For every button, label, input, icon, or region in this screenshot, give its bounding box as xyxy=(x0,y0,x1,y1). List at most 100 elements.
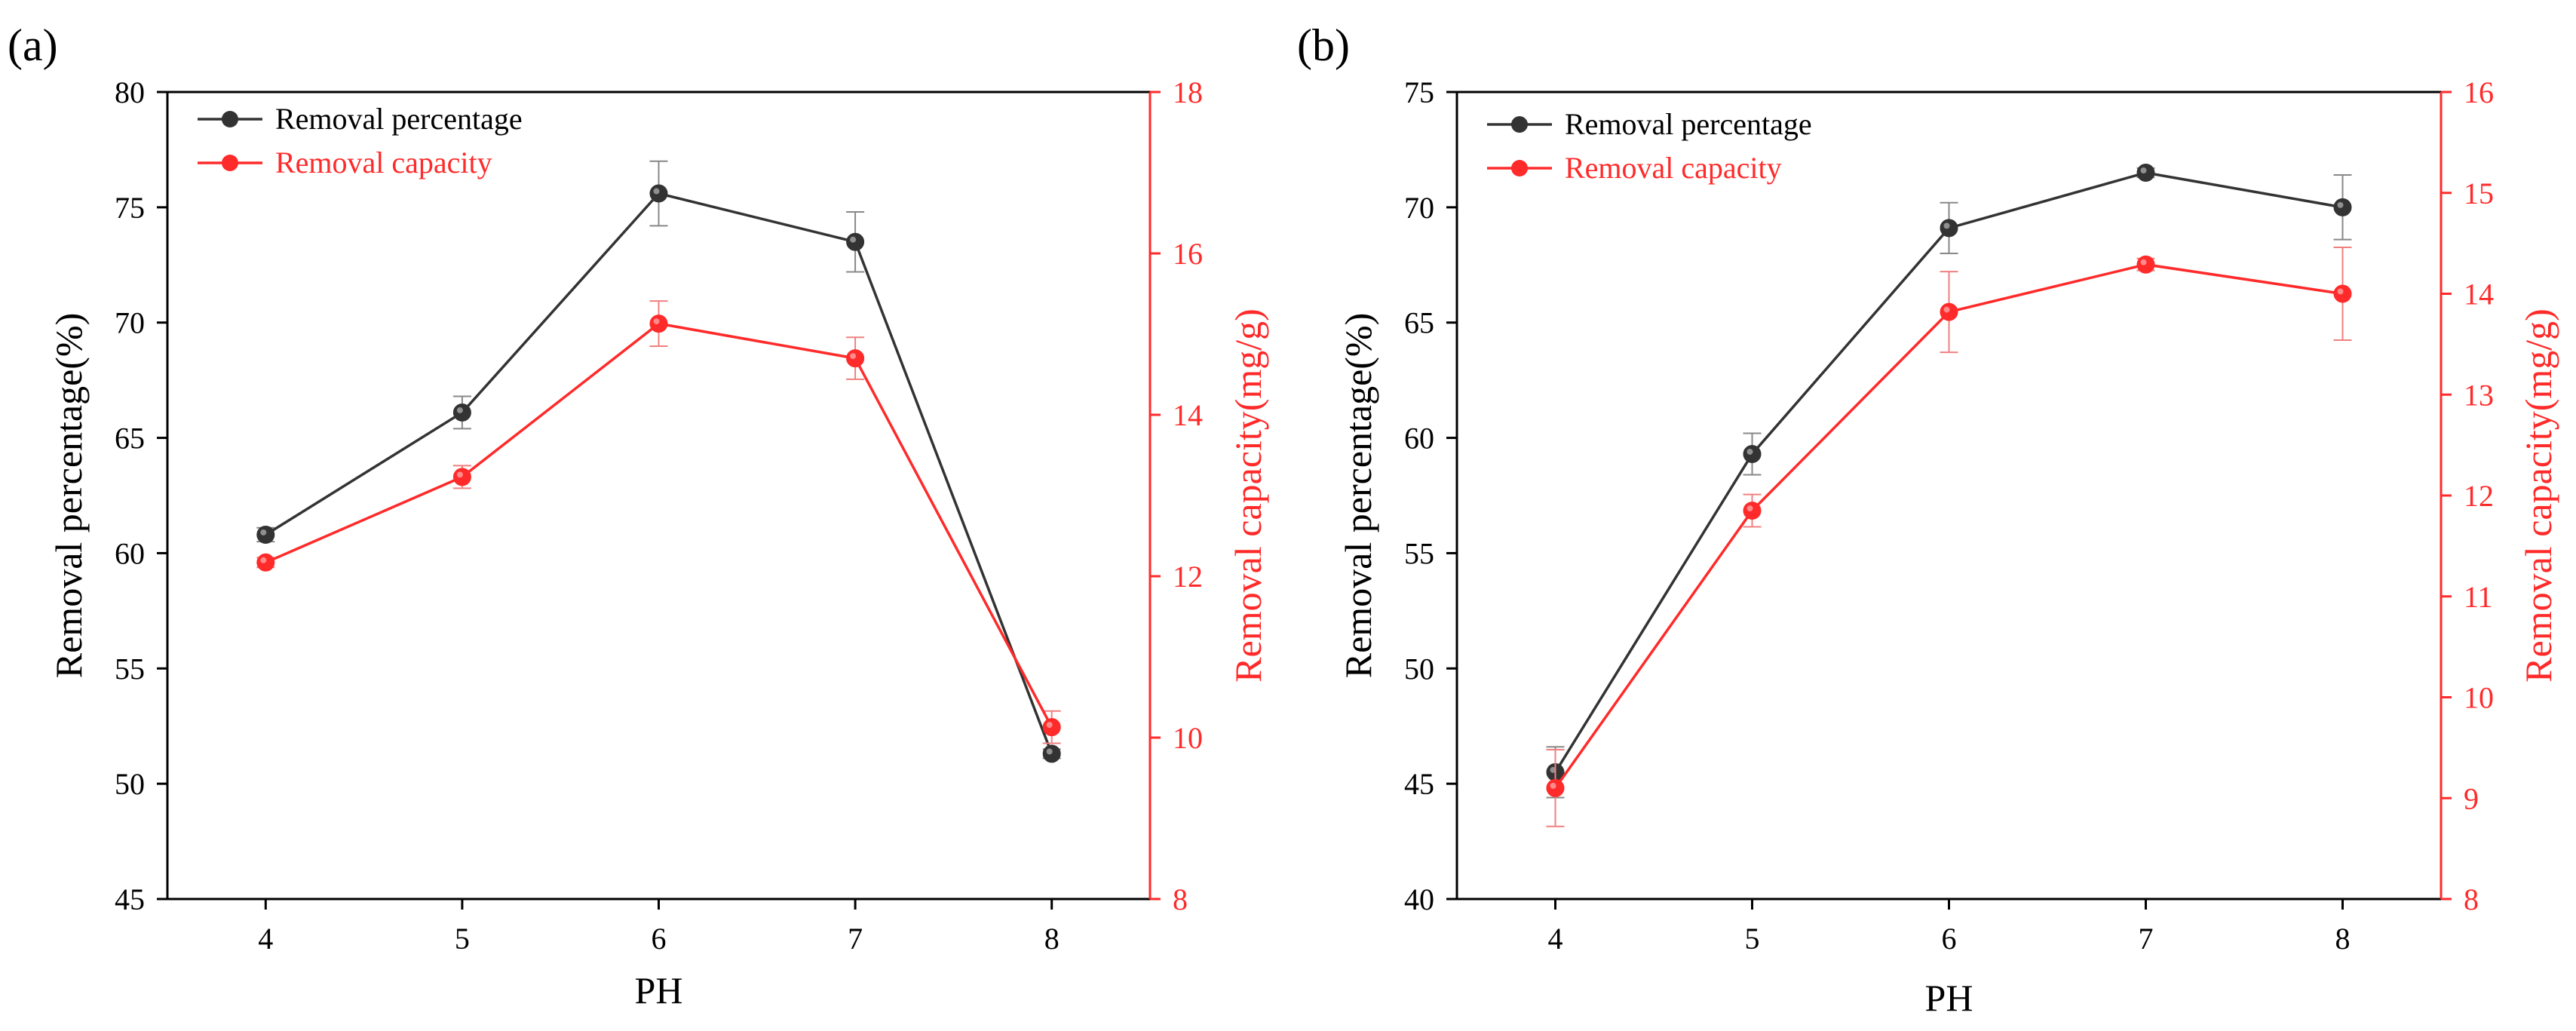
y2-axis-label: Removal capacity(mg/g) xyxy=(2517,308,2559,683)
legend-marker xyxy=(1511,160,1528,176)
legend-entry: Removal percentage xyxy=(1487,107,1812,141)
y-tick-label: 65 xyxy=(1404,306,1434,340)
data-point xyxy=(2333,198,2352,216)
y2-tick-label: 10 xyxy=(2464,681,2494,715)
y-tick-label: 75 xyxy=(1404,75,1434,109)
series-removal-capacity xyxy=(1546,246,2352,827)
data-point xyxy=(1743,502,1762,520)
data-point xyxy=(1546,778,1565,797)
data-point xyxy=(1940,302,1958,321)
y-tick-label: 70 xyxy=(1404,191,1434,225)
x-tick-label: 8 xyxy=(1044,922,1060,956)
data-point xyxy=(256,553,275,572)
data-point-highlight xyxy=(850,236,857,243)
y-tick-label: 45 xyxy=(115,882,145,916)
data-point-highlight xyxy=(2140,259,2147,265)
y-tick-label: 75 xyxy=(115,191,145,225)
x-tick-label: 7 xyxy=(848,922,863,956)
series-line xyxy=(265,322,1053,728)
data-point xyxy=(452,403,471,422)
legend-marker xyxy=(1511,116,1528,133)
data-point-highlight xyxy=(1746,505,1753,512)
y-tick-label: 60 xyxy=(1404,422,1434,456)
data-point xyxy=(846,232,865,251)
series-removal-capacity xyxy=(256,300,1061,744)
x-tick-label: 7 xyxy=(2139,922,2154,956)
y2-tick-label: 11 xyxy=(2464,580,2493,614)
y2-tick-label: 12 xyxy=(2464,479,2494,513)
data-point-highlight xyxy=(456,471,463,478)
y2-tick-label: 16 xyxy=(2464,75,2494,109)
data-point xyxy=(846,349,865,368)
y-tick-label: 80 xyxy=(115,75,145,109)
y2-tick-label: 8 xyxy=(2464,882,2479,916)
data-point-highlight xyxy=(1746,448,1753,455)
data-point xyxy=(649,315,668,333)
data-point-highlight xyxy=(653,318,660,325)
y-tick-label: 50 xyxy=(115,767,145,801)
legend-label: Removal capacity xyxy=(1565,151,1782,185)
data-point xyxy=(1042,718,1061,737)
x-tick-label: 5 xyxy=(1745,922,1760,956)
x-tick-label: 4 xyxy=(1548,922,1563,956)
y-tick-label: 70 xyxy=(115,306,145,340)
data-point-highlight xyxy=(260,557,267,563)
data-point-highlight xyxy=(1046,748,1053,755)
y-axis-label: Removal percentage(%) xyxy=(1337,313,1379,678)
legend-entry: Removal capacity xyxy=(1487,151,1782,185)
data-point xyxy=(2136,164,2155,182)
series-removal-percentage xyxy=(1546,164,2352,799)
legend-marker xyxy=(222,111,238,127)
data-point xyxy=(649,184,668,203)
series-line xyxy=(265,192,1053,755)
data-point-highlight xyxy=(260,529,267,535)
data-point-highlight xyxy=(2140,167,2147,173)
series-removal-percentage xyxy=(256,160,1061,763)
data-point xyxy=(256,525,275,544)
legend-label: Removal percentage xyxy=(275,102,523,136)
data-point xyxy=(1743,444,1762,463)
data-point xyxy=(1042,744,1061,763)
x-axis-label: PH xyxy=(1925,977,1973,1019)
x-tick-label: 4 xyxy=(258,922,273,956)
y-axis-label: Removal percentage(%) xyxy=(48,313,90,678)
y-tick-label: 65 xyxy=(115,422,145,456)
legend-entry: Removal percentage xyxy=(198,102,523,136)
legend-label: Removal capacity xyxy=(275,146,492,180)
data-point-highlight xyxy=(456,407,463,413)
data-point-highlight xyxy=(2337,288,2344,295)
data-point-highlight xyxy=(1943,222,1950,229)
y-tick-label: 45 xyxy=(1404,767,1434,801)
data-point-highlight xyxy=(1943,306,1950,313)
x-tick-label: 6 xyxy=(1942,922,1957,956)
y-tick-label: 50 xyxy=(1404,652,1434,686)
data-point xyxy=(2136,255,2155,274)
panel-label: (b) xyxy=(1297,20,1350,70)
y2-axis-label: Removal capacity(mg/g) xyxy=(1227,308,1269,683)
legend-label: Removal percentage xyxy=(1565,107,1812,141)
legend-entry: Removal capacity xyxy=(198,146,492,180)
data-point xyxy=(1940,219,1958,238)
legend-marker xyxy=(222,155,238,171)
y2-tick-label: 10 xyxy=(1173,721,1203,755)
y2-tick-label: 15 xyxy=(2464,176,2494,210)
y-tick-label: 40 xyxy=(1404,882,1434,916)
y-tick-label: 55 xyxy=(115,652,145,686)
data-point-highlight xyxy=(1046,722,1053,729)
y2-tick-label: 16 xyxy=(1173,237,1203,271)
y2-tick-label: 8 xyxy=(1173,882,1188,916)
data-point xyxy=(452,468,471,486)
y2-tick-label: 12 xyxy=(1173,560,1203,594)
y2-tick-label: 13 xyxy=(2464,378,2494,412)
y2-tick-label: 14 xyxy=(1173,398,1203,432)
y2-tick-label: 9 xyxy=(2464,781,2479,815)
data-point-highlight xyxy=(1550,782,1556,789)
data-point xyxy=(2333,284,2352,303)
panel-label: (a) xyxy=(8,20,58,70)
data-point-highlight xyxy=(653,188,660,195)
x-tick-label: 8 xyxy=(2335,922,2351,956)
x-tick-label: 6 xyxy=(652,922,667,956)
